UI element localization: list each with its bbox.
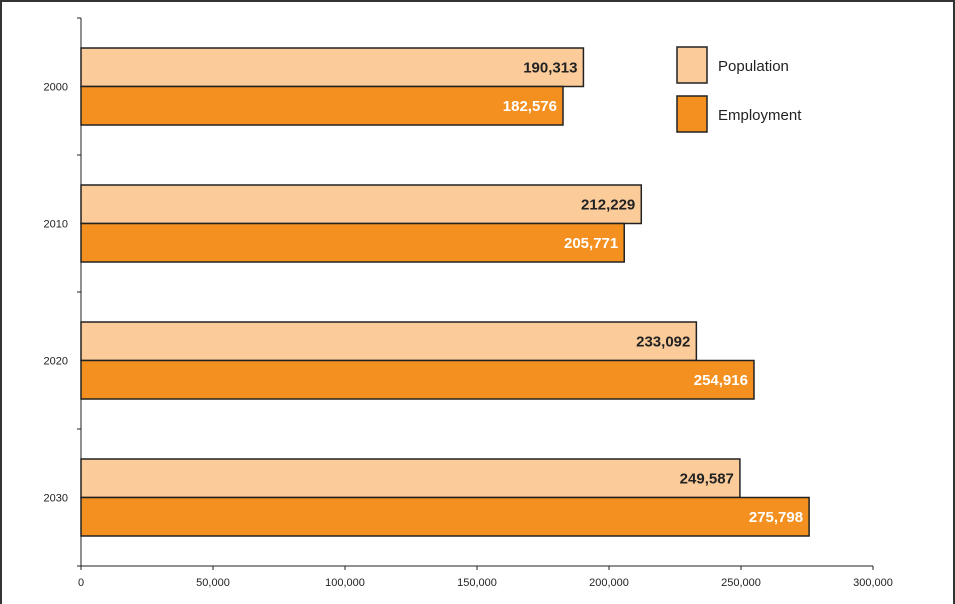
x-tick-label-1: 50,000 [196, 577, 230, 589]
value-label-population-2000: 190,313 [523, 59, 577, 76]
y-tick-label-2000: 2000 [44, 82, 68, 94]
value-label-employment-2030: 275,798 [749, 509, 803, 526]
legend: Population Employment [676, 46, 802, 133]
bars-group [80, 47, 810, 537]
y-tick-label-2030: 2030 [44, 493, 68, 505]
value-label-employment-2000: 182,576 [503, 98, 557, 115]
bar-employment-2030 [80, 496, 810, 537]
legend-swatch-population [676, 46, 708, 84]
value-label-employment-2010: 205,771 [564, 235, 618, 252]
bar-employment-2010 [80, 222, 625, 263]
value-label-employment-2020: 254,916 [694, 372, 748, 389]
value-labels-group: 190,313 182,576 212,229 205,771 233,092 254,9… [503, 59, 803, 526]
bar-employment-2000 [80, 85, 564, 126]
x-tick-label-2: 100,000 [325, 577, 365, 589]
x-tick-label-4: 200,000 [589, 577, 629, 589]
y-tick-label-2020: 2020 [44, 356, 68, 368]
bar-employment-2020 [80, 359, 755, 400]
bar-population-2030 [80, 458, 741, 499]
bar-population-2010 [80, 184, 643, 225]
x-tick-label-0: 0 [78, 577, 84, 589]
x-tick-label-3: 150,000 [457, 577, 497, 589]
legend-label-employment: Employment [718, 107, 802, 124]
x-tick-label-6: 300,000 [853, 577, 893, 589]
bar-population-2000 [80, 47, 585, 88]
x-tick-label-5: 250,000 [721, 577, 761, 589]
legend-swatch-employment [676, 95, 708, 133]
axes-group: 2000 2010 2020 2030 0 50,000 100,000 150,000 200… [44, 17, 893, 589]
value-label-population-2020: 233,092 [636, 333, 690, 350]
value-label-population-2010: 212,229 [581, 196, 635, 213]
bar-population-2020 [80, 321, 698, 362]
value-label-population-2030: 249,587 [680, 470, 734, 487]
legend-label-population: Population [718, 58, 789, 75]
y-tick-label-2010: 2010 [44, 219, 68, 231]
